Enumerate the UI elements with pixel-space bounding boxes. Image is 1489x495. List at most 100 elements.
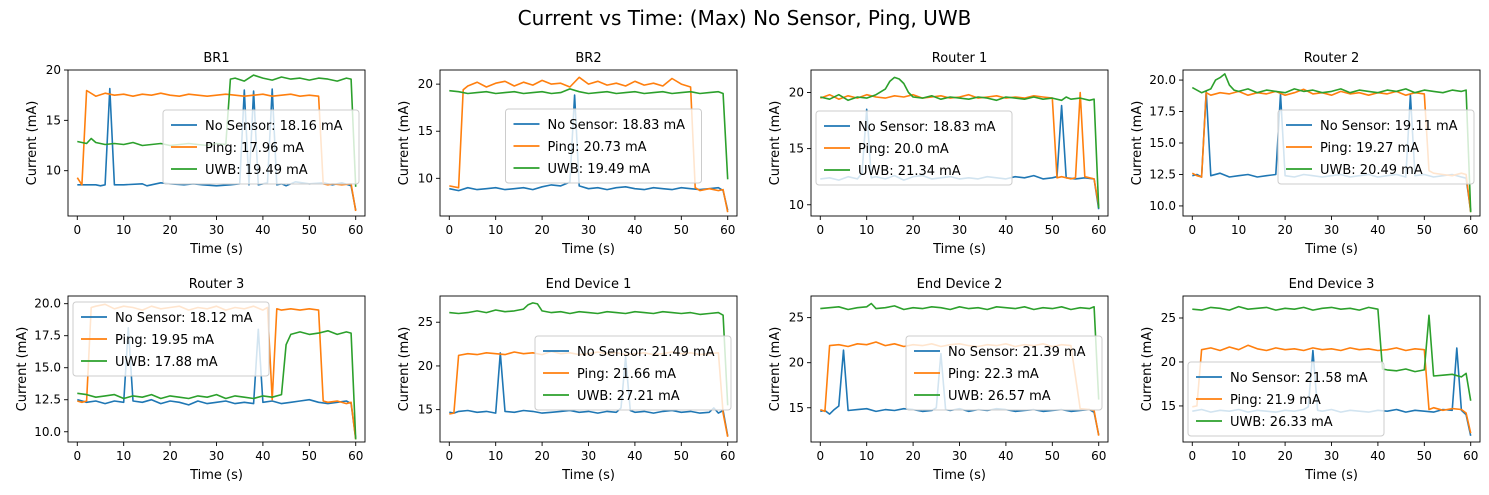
figure-title: Current vs Time: (Max) No Sensor, Ping, … (517, 6, 972, 30)
legend: No Sensor: 21.49 mA Ping: 21.66 mA UWB: 27… (534, 335, 732, 411)
legend-box (815, 110, 1013, 186)
x-tick-label: 60 (1091, 449, 1106, 463)
subplot-title: Router 1 (932, 51, 988, 66)
y-axis-label: Current (mA) (1130, 101, 1145, 186)
x-axis-label: Time (s) (561, 242, 615, 257)
x-tick-label: 20 (162, 449, 177, 463)
y-tick-label: 20.0 (1149, 73, 1176, 87)
subplot-4: Router 2 0 10 20 30 40 50 60 10.0 12.5 15.0 17.5 20.… (1130, 51, 1481, 257)
x-tick-label: 30 (209, 223, 224, 237)
y-axis-label: Current (mA) (15, 327, 30, 412)
subplot-title: End Device 1 (546, 277, 632, 292)
legend-box (162, 109, 360, 185)
legend-entry: Ping: 20.73 mA (548, 140, 647, 155)
subplot-2: BR2 0 10 20 30 40 50 60 10 15 20 Time (s) Current (m… (397, 51, 738, 257)
subplot-title: End Device 2 (917, 277, 1003, 292)
y-tick-label: 20 (418, 77, 433, 91)
y-axis-label: Current (mA) (397, 327, 412, 412)
x-tick-label: 60 (348, 223, 363, 237)
series-line-uwb (1191, 73, 1472, 213)
x-axis-label: Time (s) (189, 468, 243, 483)
x-tick-label: 0 (73, 223, 81, 237)
x-tick-label: 20 (1277, 449, 1292, 463)
legend: No Sensor: 18.12 mA Ping: 19.95 mA UWB: 17… (72, 301, 270, 377)
x-tick-label: 60 (1091, 223, 1106, 237)
x-tick-label: 0 (1188, 449, 1196, 463)
subplot-8: End Device 3 0 10 20 30 40 50 60 15 20 25 Time (s) C… (1140, 277, 1481, 483)
y-tick-label: 10.0 (1149, 199, 1176, 213)
legend-entry: No Sensor: 21.58 mA (1230, 371, 1368, 386)
x-tick-label: 50 (1045, 223, 1060, 237)
y-tick-label: 20.0 (34, 297, 61, 311)
legend: No Sensor: 18.83 mA Ping: 20.73 mA UWB: 19… (505, 108, 702, 184)
x-tick-label: 20 (534, 449, 549, 463)
x-tick-label: 30 (1324, 449, 1339, 463)
series-line-uwb (820, 76, 1100, 209)
x-tick-label: 20 (534, 223, 549, 237)
y-tick-label: 15 (46, 113, 61, 127)
x-tick-label: 40 (1370, 449, 1385, 463)
x-tick-label: 10 (859, 223, 874, 237)
legend-entry: Ping: 20.0 mA (858, 142, 949, 157)
x-tick-label: 40 (998, 449, 1013, 463)
series-line-no-sensor (449, 94, 729, 211)
x-tick-label: 30 (952, 449, 967, 463)
subplot-title: End Device 3 (1289, 277, 1375, 292)
x-tick-label: 10 (1231, 449, 1246, 463)
y-tick-label: 20 (1161, 355, 1176, 369)
series-line-no-sensor (449, 352, 729, 437)
y-tick-label: 15 (789, 142, 804, 156)
x-tick-label: 60 (348, 449, 363, 463)
y-tick-label: 17.5 (1149, 105, 1176, 119)
legend-entry: No Sensor: 18.16 mA (205, 119, 343, 134)
y-tick-label: 10 (418, 171, 433, 185)
x-tick-label: 20 (905, 223, 920, 237)
legend-entry: No Sensor: 19.11 mA (1320, 119, 1458, 134)
legend-box (1277, 109, 1475, 185)
legend-box (1187, 361, 1385, 437)
x-axis-label: Time (s) (1304, 468, 1358, 483)
x-tick-label: 10 (488, 223, 503, 237)
legend-entry: Ping: 22.3 mA (948, 367, 1039, 382)
y-tick-label: 17.5 (34, 329, 61, 343)
x-axis-label: Time (s) (932, 468, 986, 483)
series-line-uwb (449, 88, 729, 180)
series-line-uwb (449, 302, 729, 406)
x-tick-label: 30 (581, 449, 596, 463)
legend: No Sensor: 18.83 mA Ping: 20.0 mA UWB: 21.… (815, 110, 1013, 186)
legend-entry: UWB: 21.34 mA (858, 164, 961, 179)
legend-box (505, 108, 702, 184)
x-tick-label: 40 (255, 449, 270, 463)
legend-entry: No Sensor: 21.39 mA (948, 345, 1086, 360)
x-tick-label: 50 (1045, 449, 1060, 463)
legend-entry: No Sensor: 18.12 mA (115, 311, 253, 326)
x-tick-label: 40 (627, 223, 642, 237)
legend-entry: UWB: 27.21 mA (577, 389, 680, 404)
x-tick-label: 20 (905, 449, 920, 463)
series-line-ping (1192, 344, 1472, 434)
x-tick-label: 30 (581, 223, 596, 237)
y-axis-label: Current (mA) (1140, 327, 1155, 412)
legend-entry: No Sensor: 21.49 mA (577, 345, 715, 360)
x-tick-label: 60 (1463, 223, 1478, 237)
legend-box (905, 335, 1103, 411)
legend-entry: UWB: 26.33 mA (1230, 415, 1333, 430)
x-tick-label: 50 (302, 449, 317, 463)
x-tick-label: 40 (627, 449, 642, 463)
x-tick-label: 0 (816, 223, 824, 237)
y-tick-label: 20 (789, 85, 804, 99)
legend: No Sensor: 19.11 mA Ping: 19.27 mA UWB: 20… (1277, 109, 1475, 185)
x-tick-label: 20 (162, 223, 177, 237)
x-tick-label: 10 (116, 223, 131, 237)
series-line-uwb (77, 329, 357, 440)
x-tick-label: 30 (1324, 223, 1339, 237)
x-tick-label: 0 (1188, 223, 1196, 237)
series-line-uwb (820, 302, 1100, 400)
x-tick-label: 30 (209, 449, 224, 463)
subplot-title: BR1 (203, 51, 229, 66)
subplot-title: Router 2 (1304, 51, 1360, 66)
subplot-3: Router 1 0 10 20 30 40 50 60 10 15 20 Time (s) Curre… (768, 51, 1109, 257)
y-tick-label: 25 (789, 311, 804, 325)
y-tick-label: 20 (418, 359, 433, 373)
y-axis-label: Current (mA) (768, 101, 783, 186)
